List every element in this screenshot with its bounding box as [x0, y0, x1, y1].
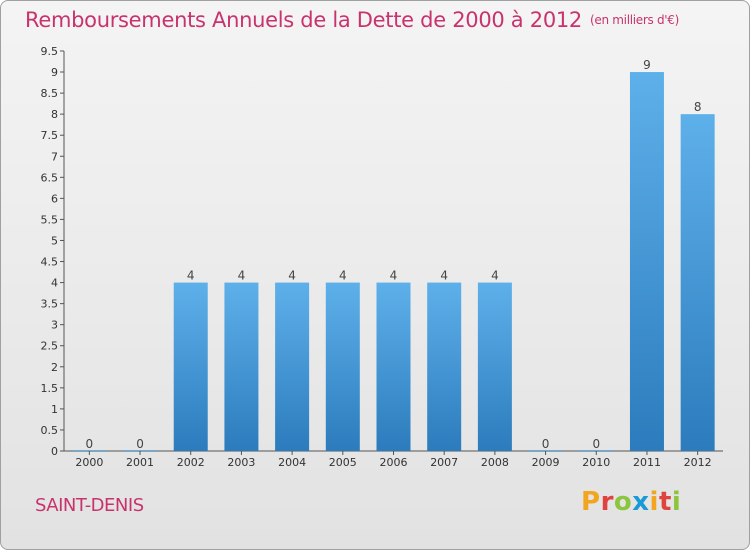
y-tick-label: 3.5: [41, 298, 59, 311]
y-tick-label: 1.5: [41, 382, 59, 395]
bar-2011: [629, 72, 664, 451]
bar-2002: [173, 282, 208, 451]
bar-2007: [427, 282, 462, 451]
y-tick-label: 3: [51, 319, 58, 332]
x-tick-label: 2008: [481, 456, 509, 469]
y-tick-label: 0.5: [41, 424, 59, 437]
bar-value-label: 4: [238, 269, 246, 283]
y-tick-label: 9: [51, 66, 58, 79]
y-tick-label: 4.5: [41, 256, 59, 269]
x-tick-label: 2010: [582, 456, 610, 469]
chart-axes: 0 0.5 1 1.5 2 2.5 3 3.5 4 4.5 5 5.5 6 6.5 7 7.5 8 8.5 9 9.5…: [41, 45, 723, 469]
entity-name: SAINT-DENIS: [35, 495, 144, 516]
bar-2012: [680, 114, 715, 451]
x-tick-label: 2002: [177, 456, 205, 469]
y-tick-label: 5: [51, 234, 58, 247]
bar-value-label: 9: [643, 58, 651, 72]
y-tick-label: 7.5: [41, 129, 59, 142]
y-tick-label: 6: [51, 192, 58, 205]
x-tick-label: 2011: [633, 456, 661, 469]
bar-value-label: 0: [542, 437, 550, 451]
x-tick-label: 2000: [75, 456, 103, 469]
logo-letter: i: [649, 487, 659, 517]
bar-value-label: 4: [491, 269, 499, 283]
y-tick-label: 8: [51, 108, 58, 121]
bar-value-label: 4: [390, 269, 398, 283]
bar-value-label: 4: [339, 269, 347, 283]
proxiti-logo: Proxiti: [581, 487, 681, 517]
bar-2006: [376, 282, 411, 451]
y-tick-label: 9.5: [41, 45, 59, 58]
logo-letter: P: [581, 487, 601, 517]
y-tick-label: 4: [51, 277, 58, 290]
y-tick-label: 0: [51, 445, 58, 458]
logo-letter: o: [613, 487, 633, 517]
y-tick-label: 2: [51, 361, 58, 374]
x-tick-label: 2001: [126, 456, 154, 469]
bar-value-label: 4: [440, 269, 448, 283]
x-tick-label: 2007: [430, 456, 458, 469]
y-tick-label: 8.5: [41, 87, 59, 100]
x-tick-label: 2003: [227, 456, 255, 469]
y-tick-label: 2.5: [41, 340, 59, 353]
x-tick-label: 2004: [278, 456, 306, 469]
y-tick-label: 5.5: [41, 213, 59, 226]
bar-value-label: 4: [187, 269, 195, 283]
bar-2004: [275, 282, 310, 451]
chart-bars: 0 0 4 4 4 4 4 4 4 0 0 9 8: [72, 58, 715, 451]
bar-2008: [477, 282, 512, 451]
bar-value-label: 0: [86, 437, 94, 451]
logo-letter: r: [600, 487, 614, 517]
x-tick-label: 2006: [380, 456, 408, 469]
x-tick-label: 2009: [532, 456, 560, 469]
logo-letter: i: [671, 487, 682, 517]
bar-2005: [325, 282, 360, 451]
y-tick-label: 7: [51, 150, 58, 163]
bar-value-label: 4: [288, 269, 296, 283]
logo-letter: t: [658, 487, 672, 517]
chart-title: Remboursements Annuels de la Dette de 20…: [25, 8, 679, 32]
bar-2003: [224, 282, 259, 451]
bar-value-label: 0: [136, 437, 144, 451]
y-tick-label: 6.5: [41, 171, 59, 184]
chart-subtitle: (en milliers d'€): [590, 13, 680, 27]
bar-value-label: 0: [592, 437, 600, 451]
chart-title-text: Remboursements Annuels de la Dette de 20…: [25, 8, 582, 32]
y-tick-label: 1: [51, 403, 58, 416]
logo-letter: x: [632, 487, 650, 517]
bar-value-label: 8: [694, 100, 702, 114]
x-tick-label: 2005: [329, 456, 357, 469]
x-tick-label: 2012: [684, 456, 712, 469]
